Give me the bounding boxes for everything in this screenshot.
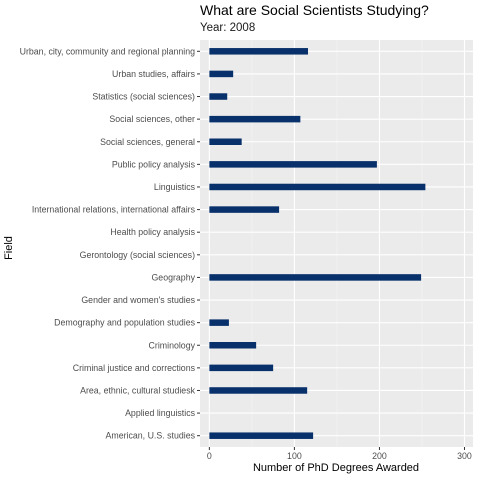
- category-labels: Urban, city, community and regional plan…: [20, 46, 200, 441]
- x-tick-label: 0: [207, 451, 212, 461]
- bar: [209, 342, 257, 349]
- y-axis-title: Field: [3, 236, 15, 260]
- bar: [209, 432, 314, 439]
- category-label: Gender and women's studies: [81, 295, 195, 305]
- bar: [209, 319, 229, 326]
- category-label: Urban studies, affairs: [112, 69, 196, 79]
- category-label: Demography and population studies: [54, 318, 195, 328]
- bar: [209, 274, 422, 281]
- category-label: Area, ethnic, cultural studiesk: [80, 385, 196, 395]
- x-tick-label: 100: [287, 451, 302, 461]
- category-label: Criminal justice and corrections: [73, 363, 196, 373]
- x-tick-labels: 0 100 200 300: [207, 447, 472, 461]
- category-label: Urban, city, community and regional plan…: [20, 46, 195, 56]
- bar: [209, 161, 377, 168]
- x-tick-label: 200: [372, 451, 387, 461]
- bar: [209, 115, 301, 123]
- category-label: Geography: [151, 272, 195, 282]
- category-label: Applied linguistics: [125, 408, 196, 418]
- category-label: American, U.S. studies: [106, 431, 196, 441]
- bar: [209, 183, 426, 191]
- x-tick-label: 300: [457, 451, 472, 461]
- bar: [209, 70, 234, 78]
- bar: [209, 48, 309, 55]
- bar: [209, 93, 228, 100]
- bar: [209, 364, 274, 372]
- bar: [209, 206, 280, 213]
- bar: [209, 138, 242, 145]
- bar: [209, 387, 308, 394]
- category-label: Social sciences, general: [100, 137, 195, 147]
- bars: [209, 48, 426, 439]
- chart-subtitle: Year: 2008: [200, 22, 255, 34]
- plot-panel: [200, 40, 473, 447]
- category-label: Gerontology (social sciences): [80, 250, 195, 260]
- x-axis-title: Number of PhD Degrees Awarded: [253, 462, 419, 474]
- category-label: Statistics (social sciences): [92, 92, 195, 102]
- category-label: Health policy analysis: [110, 227, 195, 237]
- category-label: International relations, international a…: [32, 205, 196, 215]
- chart-title: What are Social Scientists Studying?: [200, 2, 429, 18]
- category-label: Social sciences, other: [109, 114, 195, 124]
- category-label: Criminology: [149, 340, 196, 350]
- category-label: Linguistics: [154, 182, 196, 192]
- category-label: Public policy analysis: [112, 159, 196, 169]
